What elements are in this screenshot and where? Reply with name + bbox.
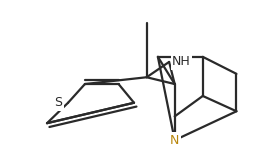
Text: NH: NH <box>172 55 191 68</box>
Text: N: N <box>170 134 179 147</box>
Text: S: S <box>54 96 62 109</box>
